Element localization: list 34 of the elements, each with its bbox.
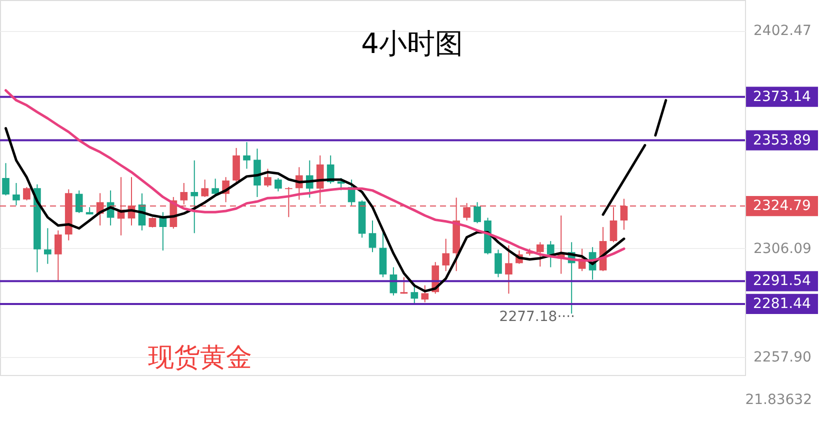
y-tick-label: 2402.47: [754, 23, 812, 40]
ref-line-label: 2373.14: [753, 88, 812, 105]
candlestick: [243, 142, 250, 170]
candlestick: [148, 216, 156, 228]
candlestick: [2, 162, 10, 196]
candlestick: [23, 186, 30, 201]
candlestick: [264, 168, 272, 188]
candlestick: [421, 284, 429, 303]
candlestick: [54, 230, 62, 282]
annotation: 现货黄金: [148, 343, 252, 373]
candlestick: [474, 202, 481, 224]
candlestick: [75, 190, 83, 214]
candlestick: [505, 244, 512, 294]
candlestick: [410, 283, 418, 304]
candlestick: [442, 238, 450, 272]
candlestick: [44, 228, 52, 264]
ref-line-label: 2353.89: [753, 132, 811, 148]
ref-line-label: 2291.54: [753, 273, 812, 290]
ref-line-label: 2281.44: [753, 296, 812, 312]
text: 21.83632: [745, 392, 812, 408]
annotation: 2277.18····: [499, 309, 575, 325]
candlestick: [400, 276, 408, 294]
y-tick-label: 2257.90: [754, 350, 812, 366]
candlestick: [201, 179, 209, 198]
text: 4小时图: [361, 27, 463, 60]
ref-line-label: 2324.79: [753, 198, 811, 214]
line-series: [4, 127, 626, 292]
candlestick: [274, 178, 282, 192]
y-tick-label: 2306.09: [754, 240, 812, 257]
candlestick: [190, 160, 198, 234]
candlestick: [536, 242, 544, 268]
candlestick: [494, 249, 502, 278]
candlestick: [12, 182, 20, 206]
candlestick: [368, 220, 376, 253]
